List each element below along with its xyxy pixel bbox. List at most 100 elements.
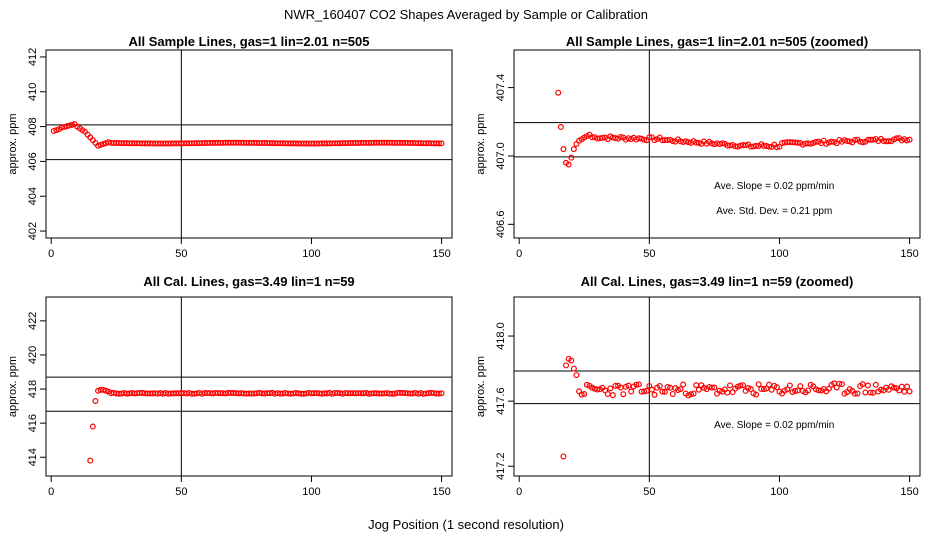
y-axis-label: approx. ppm: [475, 113, 487, 174]
data-points: [560, 355, 913, 460]
annotation-text: Ave. Std. Dev. = 0.21 ppm: [716, 206, 832, 217]
x-tick-label: 0: [48, 486, 54, 498]
plot-frame: [45, 296, 453, 477]
data-point: [53, 127, 60, 134]
data-point: [901, 388, 908, 395]
data-point: [864, 382, 871, 389]
data-point: [607, 385, 614, 392]
data-point: [690, 390, 697, 397]
plot-frame: [513, 296, 921, 477]
data-point: [682, 138, 689, 145]
panel-3: All Cal. Lines, gas=3.49 lin=1 n=59 0 50 10…: [7, 274, 453, 498]
data-point: [828, 138, 835, 145]
data-point: [573, 372, 580, 379]
data-point: [669, 390, 676, 397]
data-point: [95, 142, 102, 149]
annotation-text: Ave. Slope = 0.02 ppm/min: [714, 181, 834, 192]
data-point: [97, 141, 104, 148]
data-point: [870, 136, 877, 143]
data-point: [870, 389, 877, 396]
data-point: [609, 134, 616, 141]
data-point: [854, 390, 861, 397]
data-point: [612, 382, 619, 389]
data-point: [903, 383, 910, 390]
data-point: [648, 386, 655, 393]
data-point: [786, 382, 793, 389]
y-tick-label: 410: [27, 83, 39, 101]
data-point: [716, 387, 723, 394]
y-axis-label: approx. ppm: [7, 113, 19, 174]
data-point: [635, 381, 642, 388]
data-point: [753, 142, 760, 149]
data-point: [677, 386, 684, 393]
x-tick-label: 50: [175, 248, 187, 260]
data-point: [438, 390, 445, 397]
data-point: [805, 387, 812, 394]
data-point: [807, 140, 814, 147]
data-point: [766, 143, 773, 150]
data-points: [555, 89, 913, 168]
x-tick-label: 100: [302, 486, 320, 498]
data-points: [50, 121, 445, 149]
x-tick-label: 150: [900, 486, 918, 498]
data-point: [628, 388, 635, 395]
data-point: [669, 138, 676, 145]
data-point: [859, 139, 866, 146]
figure-xlabel: Jog Position (1 second resolution): [368, 517, 564, 532]
data-point: [753, 391, 760, 398]
data-point: [656, 382, 663, 389]
data-point: [570, 146, 577, 153]
panel-1: All Sample Lines, gas=1 lin=2.01 n=505 0 5…: [7, 34, 453, 260]
x-tick-label: 50: [643, 486, 655, 498]
y-tick-label: 406.6: [495, 211, 507, 239]
data-point: [438, 140, 445, 147]
data-point: [812, 138, 819, 145]
data-point: [851, 390, 858, 397]
panel-2: All Sample Lines, gas=1 lin=2.01 n=505 (…: [475, 34, 921, 260]
data-point: [680, 381, 687, 388]
data-point: [100, 386, 107, 393]
data-point: [435, 140, 442, 147]
y-tick-label: 408: [27, 117, 39, 135]
y-tick-label: 418.0: [495, 322, 507, 350]
data-point: [617, 134, 624, 141]
plot-frame: [45, 49, 453, 239]
data-point: [724, 389, 731, 396]
data-point: [737, 382, 744, 389]
x-tick-label: 0: [516, 248, 522, 260]
y-axis-label: approx. ppm: [475, 356, 487, 417]
panel-title: All Cal. Lines, gas=3.49 lin=1 n=59 (zoo…: [581, 274, 854, 289]
data-point: [659, 388, 666, 395]
data-point: [859, 381, 866, 388]
data-point: [651, 391, 658, 398]
x-tick-label: 50: [175, 486, 187, 498]
x-tick-label: 100: [770, 486, 788, 498]
panel-title: All Sample Lines, gas=1 lin=2.01 n=505: [129, 34, 370, 49]
data-point: [885, 138, 892, 145]
y-tick-label: 420: [27, 346, 39, 364]
data-point: [555, 89, 562, 96]
data-point: [898, 383, 905, 390]
data-point: [435, 390, 442, 397]
data-point: [589, 134, 596, 141]
data-point: [797, 383, 804, 390]
data-point: [755, 381, 762, 388]
x-tick-label: 100: [302, 248, 320, 260]
data-point: [89, 423, 96, 430]
data-point: [633, 381, 640, 388]
data-point: [906, 136, 913, 143]
data-point: [760, 386, 767, 393]
data-point: [867, 389, 874, 396]
x-tick-label: 150: [900, 248, 918, 260]
data-point: [903, 137, 910, 144]
data-point: [687, 391, 694, 398]
data-point: [862, 389, 869, 396]
data-point: [560, 453, 567, 460]
data-point: [557, 123, 564, 130]
data-point: [766, 381, 773, 388]
data-point: [612, 135, 619, 142]
data-point: [792, 387, 799, 394]
data-point: [87, 457, 94, 464]
y-tick-label: 417.6: [495, 387, 507, 415]
